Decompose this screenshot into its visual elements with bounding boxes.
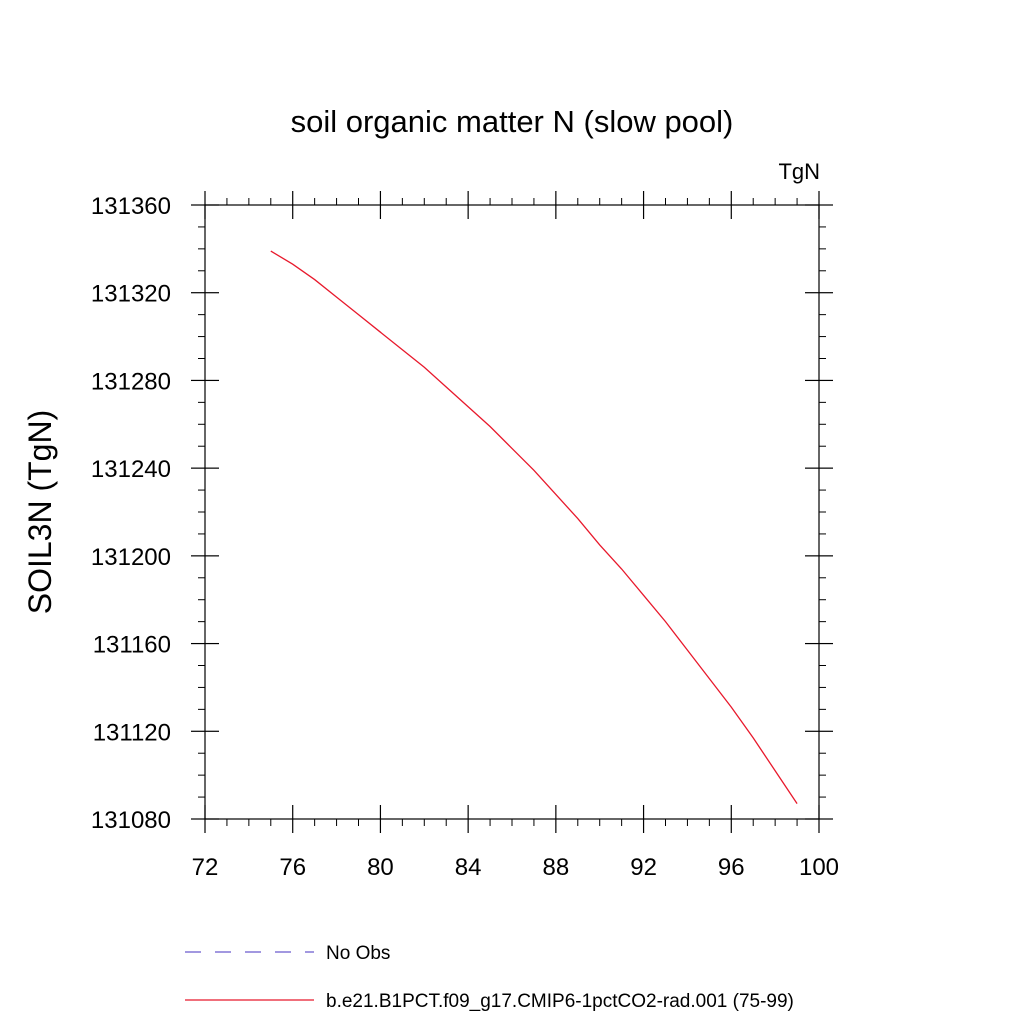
- legend-label: No Obs: [326, 943, 390, 964]
- x-tick-label: 88: [543, 854, 570, 881]
- axis-ticks: [191, 191, 833, 833]
- x-tick-label: 92: [630, 854, 657, 881]
- y-tick-label: 131160: [93, 632, 171, 659]
- x-tick-label: 76: [279, 854, 306, 881]
- y-tick-label: 131280: [91, 368, 171, 395]
- legend: No Obs b.e21.B1PCT.f09_g17.CMIP6-1pctCO2-…: [185, 943, 794, 1012]
- y-tick-label: 131240: [91, 456, 171, 483]
- chart-title: soil organic matter N (slow pool): [291, 104, 734, 139]
- units-label: TgN: [778, 159, 820, 184]
- x-tick-label: 84: [455, 854, 482, 881]
- y-axis-label: SOIL3N (TgN): [22, 410, 58, 614]
- x-tick-label: 100: [799, 854, 839, 881]
- y-tick-label: 131200: [91, 544, 171, 571]
- legend-label: b.e21.B1PCT.f09_g17.CMIP6-1pctCO2-rad.00…: [326, 991, 794, 1012]
- plot-frame: [204, 204, 820, 820]
- x-tick-label: 96: [718, 854, 745, 881]
- y-tick-label: 131320: [91, 281, 171, 308]
- y-tick-label: 131360: [91, 193, 171, 220]
- series-line: [270, 250, 798, 805]
- x-tick-label: 72: [192, 854, 219, 881]
- y-tick-label: 131080: [91, 807, 171, 834]
- series-lines: [270, 250, 798, 805]
- y-tick-label: 131120: [93, 719, 171, 746]
- tick-labels: 72 76 80 84 88 92 96 100 131080 131120 131160 13120…: [91, 193, 839, 881]
- x-tick-label: 80: [367, 854, 394, 881]
